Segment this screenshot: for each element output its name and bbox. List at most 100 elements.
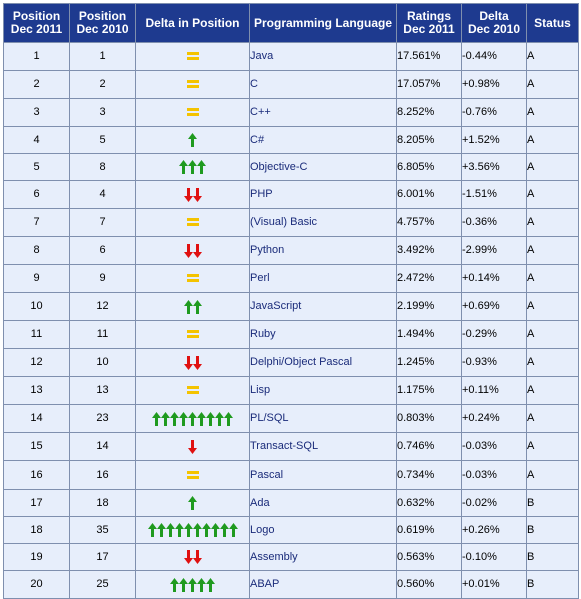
arrow-up-icon	[210, 523, 220, 537]
language-link[interactable]: Lisp	[249, 376, 397, 405]
position-2011-cell: 16	[3, 460, 70, 490]
col-header-ratings[interactable]: Ratings Dec 2011	[396, 3, 462, 43]
position-2010-cell: 17	[69, 543, 136, 571]
status-cell: B	[526, 489, 579, 517]
position-2010-cell: 9	[69, 264, 136, 293]
delta-indicator	[183, 550, 202, 564]
language-link[interactable]: C	[249, 70, 397, 99]
delta-position-cell	[135, 460, 250, 490]
delta-indicator	[186, 52, 199, 61]
language-link[interactable]: Pascal	[249, 460, 397, 490]
delta-position-cell	[135, 98, 250, 127]
language-link[interactable]: Logo	[249, 516, 397, 544]
arrow-up-icon	[197, 160, 206, 174]
position-2010-cell: 4	[69, 180, 136, 209]
delta-cell: -0.76%	[461, 98, 527, 127]
delta-indicator	[186, 218, 199, 227]
language-link[interactable]: Transact-SQL	[249, 432, 397, 461]
arrow-up-icon	[206, 577, 215, 592]
col-header-position-2011[interactable]: Position Dec 2011	[3, 3, 70, 43]
language-link[interactable]: C#	[249, 126, 397, 154]
col-header-status[interactable]: Status	[526, 3, 579, 43]
rating-cell: 0.560%	[396, 570, 462, 599]
arrow-down-icon	[183, 243, 193, 258]
equal-icon	[186, 108, 199, 117]
delta-cell: -0.36%	[461, 208, 527, 237]
arrow-up-icon	[179, 411, 188, 426]
col-header-language[interactable]: Programming Language	[249, 3, 397, 43]
position-2011-cell: 7	[3, 208, 70, 237]
delta-indicator	[183, 243, 202, 258]
language-link[interactable]: Python	[249, 236, 397, 265]
delta-cell: +0.11%	[461, 376, 527, 405]
arrow-up-icon	[183, 299, 193, 314]
position-2011-cell: 13	[3, 376, 70, 405]
table-row: 4 5 C# 8.205% +1.52% A	[3, 126, 579, 154]
language-link[interactable]: C++	[249, 98, 397, 127]
col-header-delta-position[interactable]: Delta in Position	[135, 3, 250, 43]
language-link[interactable]: Delphi/Object Pascal	[249, 348, 397, 377]
position-2011-cell: 10	[3, 292, 70, 321]
status-cell: A	[526, 42, 579, 71]
delta-position-cell	[135, 489, 250, 517]
language-link[interactable]: (Visual) Basic	[249, 208, 397, 237]
language-link[interactable]: Ruby	[249, 320, 397, 349]
position-2011-cell: 17	[3, 489, 70, 517]
position-2010-cell: 3	[69, 98, 136, 127]
arrow-up-icon	[165, 523, 175, 537]
delta-position-cell	[135, 236, 250, 265]
language-link[interactable]: JavaScript	[249, 292, 397, 321]
position-2010-cell: 8	[69, 153, 136, 181]
position-2011-cell: 4	[3, 126, 70, 154]
delta-position-cell	[135, 516, 250, 544]
delta-indicator	[186, 470, 199, 479]
arrow-down-icon	[188, 439, 197, 454]
language-link[interactable]: Assembly	[249, 543, 397, 571]
language-link[interactable]: Perl	[249, 264, 397, 293]
table-row: 1 1 Java 17.561% -0.44% A	[3, 42, 579, 71]
status-cell: A	[526, 208, 579, 237]
col-header-position-2010[interactable]: Position Dec 2010	[69, 3, 136, 43]
delta-indicator	[186, 330, 199, 339]
table-row: 2 2 C 17.057% +0.98% A	[3, 70, 579, 99]
position-2010-cell: 12	[69, 292, 136, 321]
position-2011-cell: 1	[3, 42, 70, 71]
table-row: 3 3 C++ 8.252% -0.76% A	[3, 98, 579, 127]
delta-position-cell	[135, 264, 250, 293]
arrow-up-icon	[170, 577, 179, 592]
rating-cell: 0.619%	[396, 516, 462, 544]
language-link[interactable]: Ada	[249, 489, 397, 517]
equal-icon	[186, 218, 199, 227]
delta-indicator	[186, 274, 199, 283]
language-link[interactable]: Objective-C	[249, 153, 397, 181]
status-cell: B	[526, 516, 579, 544]
equal-icon	[186, 274, 199, 283]
language-link[interactable]: Java	[249, 42, 397, 71]
arrow-up-icon	[197, 577, 206, 592]
language-link[interactable]: PL/SQL	[249, 404, 397, 433]
equal-icon	[186, 470, 199, 479]
delta-position-cell	[135, 570, 250, 599]
position-2011-cell: 8	[3, 236, 70, 265]
delta-indicator	[179, 160, 206, 174]
arrow-up-icon	[192, 299, 202, 314]
delta-position-cell	[135, 126, 250, 154]
delta-position-cell	[135, 208, 250, 237]
position-2011-cell: 14	[3, 404, 70, 433]
table-row: 11 11 Ruby 1.494% -0.29% A	[3, 320, 579, 349]
col-header-delta[interactable]: Delta Dec 2010	[461, 3, 527, 43]
position-2011-cell: 11	[3, 320, 70, 349]
position-2010-cell: 1	[69, 42, 136, 71]
table-row: 8 6 Python 3.492% -2.99% A	[3, 236, 579, 265]
arrow-up-icon	[201, 523, 211, 537]
arrow-down-icon	[192, 550, 202, 564]
table-row: 7 7 (Visual) Basic 4.757% -0.36% A	[3, 208, 579, 237]
position-2010-cell: 7	[69, 208, 136, 237]
delta-cell: -0.44%	[461, 42, 527, 71]
header-line-2: Dec 2011	[403, 22, 455, 36]
language-link[interactable]: PHP	[249, 180, 397, 209]
position-2011-cell: 6	[3, 180, 70, 209]
delta-indicator	[183, 355, 202, 370]
language-link[interactable]: ABAP	[249, 570, 397, 599]
delta-cell: +0.24%	[461, 404, 527, 433]
